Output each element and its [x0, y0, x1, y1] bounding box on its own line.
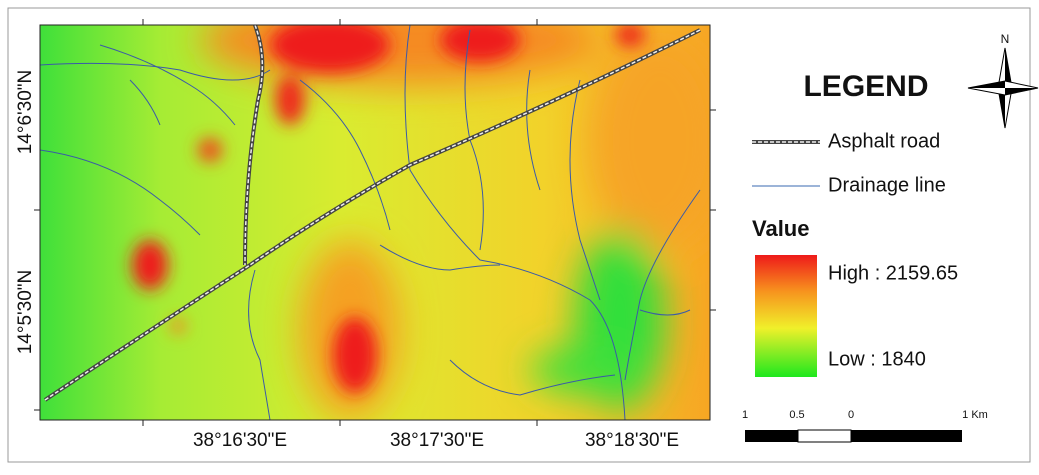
road-center	[244, 25, 264, 266]
north-label: N	[1001, 32, 1010, 46]
peak	[333, 317, 377, 393]
x-label: 38°18'30"E	[585, 430, 679, 451]
drainage-line	[379, 244, 501, 271]
scale-label: 1 Km	[962, 409, 988, 421]
peak	[615, 25, 645, 47]
legend-label: Asphalt road	[828, 130, 940, 152]
raster-relief	[200, 25, 710, 420]
high-label: High : 2159.65	[828, 262, 958, 284]
north-arrow: N	[967, 32, 1039, 129]
legend-label: Drainage line	[828, 174, 946, 196]
scale-segment	[851, 430, 962, 442]
relief	[590, 30, 710, 250]
graticule-ticks	[34, 19, 716, 426]
drainage-line	[299, 79, 391, 231]
peak	[440, 25, 520, 62]
map-frame	[39, 24, 711, 421]
value-title: Value	[752, 216, 809, 241]
arrow-fill	[1005, 48, 1012, 88]
peak	[132, 240, 168, 290]
legend: LEGEND Asphalt road Drainage line Value …	[750, 68, 965, 380]
scale-segment	[797, 429, 852, 443]
drainage-line	[569, 79, 601, 301]
arrow-fill	[968, 81, 1005, 88]
scale-label: 0.5	[789, 409, 804, 421]
asphalt-road	[43, 25, 701, 402]
legend-title: LEGEND	[803, 70, 928, 103]
drainage-line	[639, 309, 691, 316]
drainage-line	[449, 359, 616, 396]
elevation-raster	[40, 25, 710, 420]
peak	[170, 318, 186, 334]
peak	[270, 25, 390, 73]
low-label: Low : 1840	[828, 348, 926, 370]
arrow-fill	[1005, 88, 1036, 95]
arrow-fill	[998, 88, 1005, 128]
color-ramp	[755, 255, 817, 377]
scale-label: 0	[848, 409, 854, 421]
drainage-line	[404, 25, 626, 420]
scale-label: 1	[742, 409, 748, 421]
scale-bar: 1 0.5 0 1 Km	[742, 409, 988, 443]
raster-peaks	[132, 25, 645, 393]
drainage-line	[624, 189, 701, 381]
x-label: 38°17'30"E	[390, 430, 484, 451]
relief	[530, 345, 650, 395]
x-label: 38°16'30"E	[193, 430, 287, 451]
road-center	[44, 29, 701, 401]
drainage-line	[248, 269, 271, 420]
peak	[198, 138, 222, 162]
drainage-line	[129, 79, 161, 126]
scale-segment	[745, 430, 798, 442]
drainage-line	[99, 44, 236, 126]
drainage-line	[40, 149, 201, 236]
drainage-network	[40, 25, 701, 420]
y-label: 14°5'30"N	[15, 270, 36, 355]
peak	[275, 75, 305, 125]
drainage-line	[526, 69, 541, 191]
y-label: 14°6'30"N	[15, 70, 36, 155]
drainage-line	[40, 62, 271, 81]
